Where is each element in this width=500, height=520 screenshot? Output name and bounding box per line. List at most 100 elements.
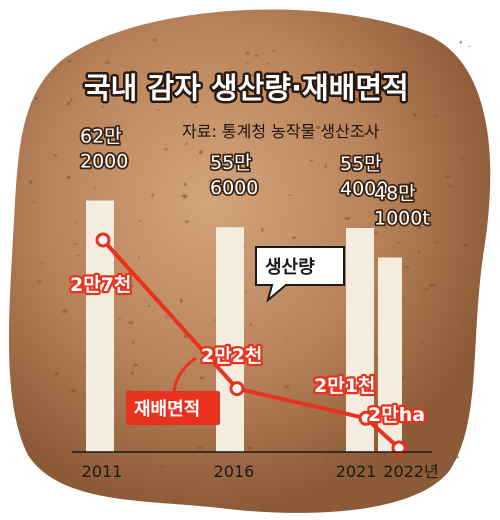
potato-speckle	[285, 336, 291, 339]
potato-speckle	[326, 456, 330, 460]
potato-speckle	[184, 219, 190, 224]
bar-label-2022년: 1000t	[374, 208, 430, 230]
potato-speckle	[459, 319, 462, 322]
x-tick-label: 2011	[82, 462, 123, 481]
potato-speckle	[199, 376, 205, 380]
bar-label-2022년: 48만	[374, 183, 416, 205]
potato-speckle	[244, 291, 248, 294]
potato-speckle	[130, 285, 134, 288]
potato-speckle	[30, 200, 36, 204]
potato-speckle	[265, 62, 270, 65]
area-callout-pointer	[172, 356, 197, 393]
potato-speckle	[459, 40, 462, 44]
potato-speckle	[283, 385, 290, 389]
potato-speckle	[297, 92, 301, 95]
potato-speckle	[292, 236, 297, 240]
area-callout-box	[126, 391, 220, 425]
potato-speckle	[195, 79, 200, 82]
area-label-2011: 2만7천	[70, 274, 131, 296]
chart-source: 자료: 통계청 농작물 생산조사	[182, 122, 380, 141]
potato-speckle	[249, 74, 256, 77]
area-line-series	[95, 232, 407, 456]
potato-speckle	[375, 484, 378, 488]
potato-speckle	[452, 398, 458, 401]
area-point-2022년	[391, 440, 407, 456]
production-callout-bubble	[255, 246, 345, 303]
potato-speckle	[419, 194, 423, 196]
potato-speckle	[315, 125, 321, 129]
potato-speckle	[183, 195, 186, 200]
potato-speckle	[208, 179, 215, 182]
potato-speckle	[422, 295, 425, 297]
potato-speckle	[220, 72, 227, 76]
potato-speckle	[116, 276, 120, 279]
potato-speckle	[261, 227, 264, 232]
potato-speckle	[151, 193, 155, 197]
potato-speckle	[324, 164, 327, 169]
potato-speckle	[444, 175, 451, 179]
potato-speckle	[321, 452, 324, 455]
potato-speckle	[34, 97, 39, 100]
potato-speckle	[417, 363, 420, 366]
potato-speckle	[93, 187, 96, 190]
bar-2022년	[378, 257, 402, 452]
area-value-labels: 2만7천 2만2천 2만1천 2만ha	[68, 272, 428, 429]
area-callout: 재배면적	[126, 356, 220, 425]
area-line	[101, 238, 401, 450]
potato-speckle	[424, 287, 429, 292]
potato-speckle	[212, 90, 217, 94]
potato-speckle	[197, 445, 203, 450]
potato-speckle	[224, 468, 227, 472]
potato-speckle	[184, 141, 189, 146]
bar-label-2011: 2000	[80, 151, 128, 173]
potato-speckle	[448, 184, 453, 188]
bar-label-2011: 62만	[80, 126, 122, 148]
potato-speckle	[401, 376, 406, 380]
potato-speckle	[138, 219, 143, 222]
potato-speckle	[355, 97, 359, 102]
potato-speckle	[66, 101, 71, 106]
potato-speckle	[163, 147, 168, 151]
potato-speckle	[133, 363, 139, 367]
potato-speckle	[74, 221, 78, 224]
potato-speckle	[98, 81, 104, 84]
potato-speckle	[468, 45, 471, 48]
area-label-2022년: 2만ha	[368, 404, 425, 426]
potato-speckle	[247, 446, 252, 450]
x-tick-label: 2016	[214, 462, 255, 481]
potato-speckle	[339, 45, 343, 47]
potato-speckle	[362, 132, 367, 136]
potato-speckle	[36, 279, 42, 284]
potato-speckle	[245, 62, 249, 65]
potato-speckle	[130, 371, 135, 375]
area-label-2021: 2만1천	[314, 375, 375, 397]
potato-speckle	[443, 79, 447, 81]
bar-label-2016: 55만	[210, 152, 252, 174]
bar-2016	[216, 227, 244, 452]
potato-speckle	[40, 262, 45, 265]
potato-speckle	[420, 340, 424, 344]
potato-speckle	[86, 92, 92, 96]
potato-speckle	[61, 309, 68, 314]
potato-speckle	[67, 59, 72, 64]
potato-speckle	[179, 299, 184, 303]
potato-speckle	[177, 86, 183, 88]
potato-speckle	[118, 318, 121, 321]
potato-speckle	[309, 159, 314, 162]
area-point-2021	[358, 410, 374, 426]
potato-speckle	[97, 98, 104, 102]
bar-label-2016: 6000	[210, 177, 258, 199]
potato-speckle	[100, 39, 105, 42]
potato-speckle	[199, 150, 203, 155]
potato-speckle	[444, 400, 449, 402]
x-tick-label: 2021	[336, 462, 377, 481]
potato-speckle	[52, 154, 58, 157]
potato-speckle	[138, 256, 141, 259]
potato-speckle	[65, 69, 68, 72]
potato-speckle	[348, 162, 355, 166]
potato-speckle	[287, 194, 293, 196]
potato-speckles	[29, 38, 471, 488]
potato-speckle	[194, 105, 199, 108]
x-tick-label: 2022년	[383, 462, 438, 481]
